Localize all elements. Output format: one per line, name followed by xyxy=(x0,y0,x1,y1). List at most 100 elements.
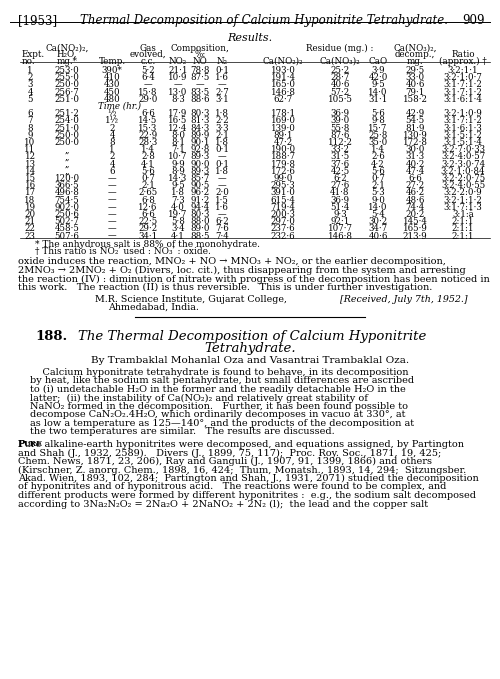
Text: 3:2·1:0·9: 3:2·1:0·9 xyxy=(444,109,482,118)
Text: 14·5: 14·5 xyxy=(138,116,158,126)
Text: 90·5: 90·5 xyxy=(190,181,210,190)
Text: 1·8: 1·8 xyxy=(215,109,229,118)
Text: 169·0: 169·0 xyxy=(270,116,295,126)
Text: Ca(NO₃)₂,: Ca(NO₃)₂, xyxy=(393,44,437,53)
Text: 251·2: 251·2 xyxy=(54,109,80,118)
Text: 3·1: 3·1 xyxy=(215,95,229,104)
Text: 13: 13 xyxy=(24,160,36,168)
Text: 2·65: 2·65 xyxy=(138,188,158,198)
Text: 1·6: 1·6 xyxy=(215,203,229,212)
Text: 8: 8 xyxy=(27,124,33,132)
Text: 11: 11 xyxy=(24,145,36,154)
Text: 2:1:1: 2:1:1 xyxy=(452,217,474,226)
Text: 5·3: 5·3 xyxy=(371,188,385,198)
Text: 15·3: 15·3 xyxy=(138,124,158,132)
Text: 17·9: 17·9 xyxy=(168,109,188,118)
Text: 54·5: 54·5 xyxy=(406,116,424,126)
Text: 9·5: 9·5 xyxy=(171,181,185,190)
Text: 10: 10 xyxy=(24,138,36,147)
Text: —: — xyxy=(108,232,116,240)
Text: the reaction (IV) : diminution of nitrate with progress of the decomposition has: the reaction (IV) : diminution of nitrat… xyxy=(18,274,490,284)
Text: Ratio: Ratio xyxy=(451,50,475,59)
Text: 213·9: 213·9 xyxy=(402,232,427,240)
Text: 6·6: 6·6 xyxy=(141,109,155,118)
Text: 158·2: 158·2 xyxy=(402,95,427,104)
Text: ½: ½ xyxy=(108,109,116,118)
Text: 22: 22 xyxy=(24,224,36,234)
Text: 4·2: 4·2 xyxy=(371,160,385,168)
Text: 458·5: 458·5 xyxy=(54,224,80,234)
Text: 12: 12 xyxy=(24,152,36,162)
Text: 74·4: 74·4 xyxy=(406,203,424,212)
Text: 7·1: 7·1 xyxy=(171,145,185,154)
Text: as low a temperature as 125—140°, and the products of the decomposition at: as low a temperature as 125—140°, and th… xyxy=(30,419,414,428)
Text: 42·5: 42·5 xyxy=(330,167,349,176)
Text: 3:2·2:0·75: 3:2·2:0·75 xyxy=(441,174,485,183)
Text: 6·6: 6·6 xyxy=(408,174,422,183)
Text: different products were formed by different hyponitrites :  e.g., the sodium sal: different products were formed by differ… xyxy=(18,491,476,500)
Text: 6·2: 6·2 xyxy=(333,174,347,183)
Text: 165·0: 165·0 xyxy=(270,80,295,90)
Text: —: — xyxy=(218,181,226,190)
Text: mg.: mg. xyxy=(406,57,424,66)
Text: —: — xyxy=(108,181,116,190)
Text: 200·3: 200·3 xyxy=(270,210,295,219)
Text: Ca(NO₂)₂: Ca(NO₂)₂ xyxy=(263,57,303,66)
Text: 2: 2 xyxy=(109,152,115,162)
Text: 450: 450 xyxy=(104,88,120,96)
Text: 410: 410 xyxy=(104,73,120,82)
Text: 105·5: 105·5 xyxy=(328,95,352,104)
Text: 12·6: 12·6 xyxy=(138,203,158,212)
Text: Tetrahydrate.: Tetrahydrate. xyxy=(204,342,296,355)
Text: 1½: 1½ xyxy=(105,116,119,126)
Text: 19: 19 xyxy=(24,203,36,212)
Text: 250·0: 250·0 xyxy=(54,131,80,140)
Text: —: — xyxy=(108,196,116,204)
Text: 2·1: 2·1 xyxy=(215,131,229,140)
Text: —: — xyxy=(108,188,116,198)
Text: 6·6: 6·6 xyxy=(141,210,155,219)
Text: 2·0: 2·0 xyxy=(215,188,229,198)
Text: 87·6: 87·6 xyxy=(330,131,349,140)
Text: 130·9: 130·9 xyxy=(402,131,427,140)
Text: 250·0: 250·0 xyxy=(54,138,80,147)
Text: 7·6: 7·6 xyxy=(215,224,229,234)
Text: according to 3Na₂N₂O₂ = 2Na₂O + 2NaNO₂ + 2N₂ (l);  the lead and the copper salt: according to 3Na₂N₂O₂ = 2Na₂O + 2NaNO₂ +… xyxy=(18,500,428,509)
Text: 40·6: 40·6 xyxy=(406,80,424,90)
Text: 8: 8 xyxy=(109,138,115,147)
Text: (approx.) †: (approx.) † xyxy=(439,57,487,66)
Text: 27·6: 27·6 xyxy=(330,181,349,190)
Text: 31·5: 31·5 xyxy=(330,152,349,162)
Text: 3·9: 3·9 xyxy=(371,66,385,75)
Text: 1: 1 xyxy=(27,66,33,75)
Text: 22·5: 22·5 xyxy=(138,217,158,226)
Text: 92·1: 92·1 xyxy=(330,217,349,226)
Text: by heat, like the sodium salt pentahydrate, but small differences are ascribed: by heat, like the sodium salt pentahydra… xyxy=(30,376,414,386)
Text: 36·9: 36·9 xyxy=(330,109,349,118)
Text: Results.: Results. xyxy=(228,33,272,43)
Text: decomp.,: decomp., xyxy=(395,50,435,59)
Text: 35·0: 35·0 xyxy=(368,138,388,147)
Text: 237·6: 237·6 xyxy=(270,224,295,234)
Text: The Thermal Decomposition of Calcium Hyponitrite: The Thermal Decomposition of Calcium Hyp… xyxy=(78,330,426,343)
Text: —: — xyxy=(108,210,116,219)
Text: 1·5: 1·5 xyxy=(215,196,229,204)
Text: CaO: CaO xyxy=(368,57,388,66)
Text: 4·0: 4·0 xyxy=(171,203,185,212)
Text: 502·7: 502·7 xyxy=(54,217,80,226)
Text: 89·9: 89·9 xyxy=(190,131,210,140)
Text: 0·1: 0·1 xyxy=(215,66,229,75)
Text: 62·7: 62·7 xyxy=(274,95,292,104)
Text: 3:2·2:0·9: 3:2·2:0·9 xyxy=(444,188,482,198)
Text: 5: 5 xyxy=(27,95,33,104)
Text: 29·5: 29·5 xyxy=(406,66,424,75)
Text: Akad. Wien, 1893, 102, 284;  Partington and Shah, J., 1931, 2071) studied the de: Akad. Wien, 1893, 102, 284; Partington a… xyxy=(18,474,479,483)
Text: 2:1:1: 2:1:1 xyxy=(452,232,474,240)
Text: 253·0: 253·0 xyxy=(54,66,80,75)
Text: 1·8: 1·8 xyxy=(215,138,229,147)
Text: 89·3: 89·3 xyxy=(190,152,210,162)
Text: 89·3: 89·3 xyxy=(190,167,210,176)
Text: 430: 430 xyxy=(104,80,120,90)
Text: 57·2: 57·2 xyxy=(330,88,349,96)
Text: M.R. Science Institute, Gujarat College,: M.R. Science Institute, Gujarat College, xyxy=(95,295,287,304)
